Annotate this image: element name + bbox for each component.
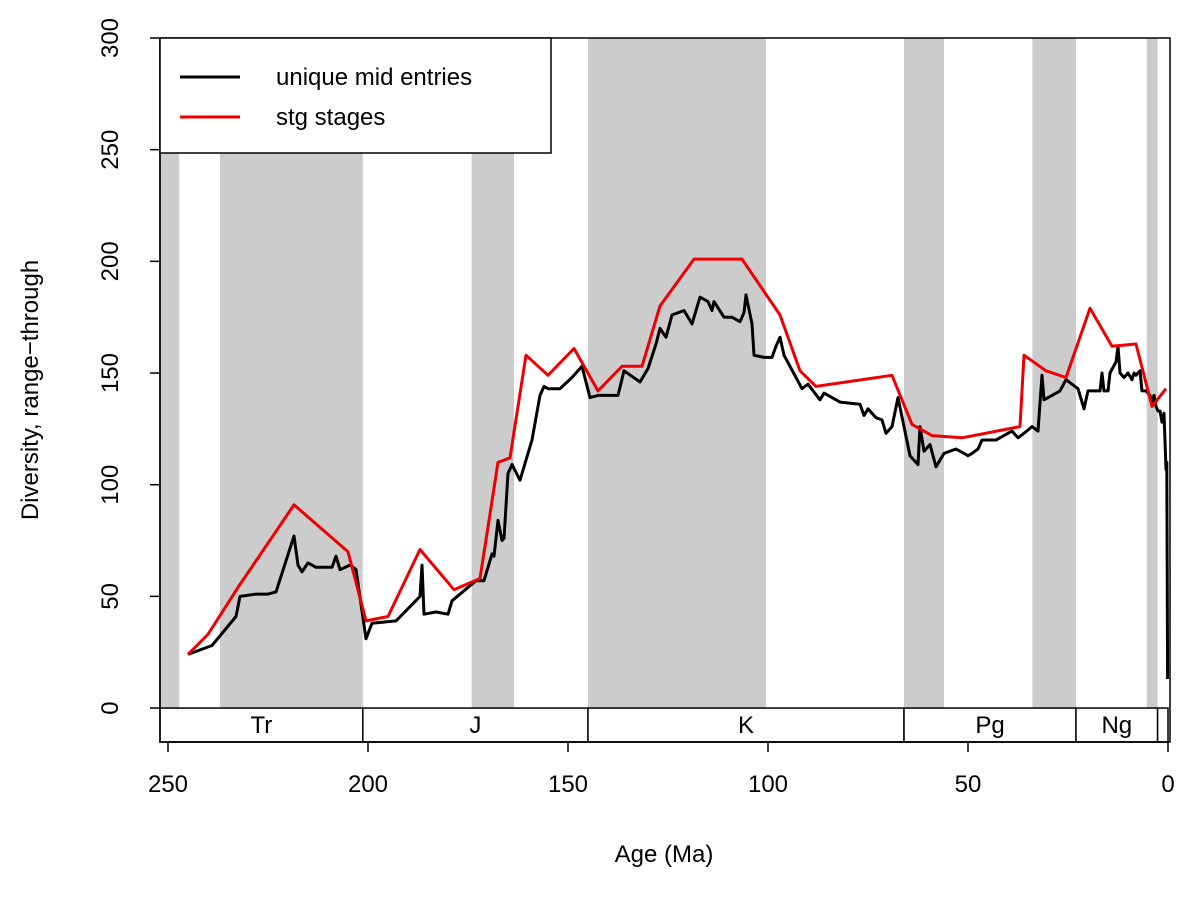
period-label: Pg xyxy=(975,712,1004,739)
period-label: K xyxy=(738,712,754,739)
y-tick-label: 200 xyxy=(97,241,124,281)
shaded-interval xyxy=(160,38,180,742)
x-tick-label: 150 xyxy=(548,771,588,798)
bands xyxy=(160,38,1158,742)
y-tick-label: 100 xyxy=(97,465,124,505)
x-tick-label: 200 xyxy=(348,771,388,798)
shaded-interval xyxy=(588,38,766,742)
shaded-interval xyxy=(471,38,514,742)
x-tick-label: 50 xyxy=(955,771,982,798)
shaded-interval xyxy=(220,38,363,742)
y-tick-label: 150 xyxy=(97,353,124,393)
period-label: J xyxy=(469,712,481,739)
foreground: Tr J K Pg Ng 0 50 100 150 200 250 300 250 200 150 100 50… xyxy=(97,18,1175,798)
period-box xyxy=(1075,707,1159,743)
y-axis-label: Diversity, range−through xyxy=(17,260,44,520)
legend-box xyxy=(159,37,552,154)
x-tick-label: 0 xyxy=(1161,771,1174,798)
x-axis-label: Age (Ma) xyxy=(615,841,714,868)
lines xyxy=(186,257,1170,680)
shaded-interval xyxy=(1146,38,1158,742)
x-tick-label: 250 xyxy=(148,771,188,798)
series-line xyxy=(186,257,1168,656)
series-line xyxy=(187,293,1170,680)
period-box xyxy=(1156,707,1169,743)
shaded-interval xyxy=(1032,38,1076,742)
legend-label: stg stages xyxy=(276,104,385,131)
period-box xyxy=(903,707,1077,743)
period-label: Ng xyxy=(1101,712,1132,739)
period-box xyxy=(362,707,589,743)
y-tick-label: 250 xyxy=(97,130,124,170)
shaded-interval xyxy=(904,38,944,742)
period-label: Tr xyxy=(251,712,273,739)
y-tick-label: 50 xyxy=(97,583,124,610)
y-tick-label: 300 xyxy=(97,18,124,58)
legend-label: unique mid entries xyxy=(276,64,472,91)
y-tick-label: 0 xyxy=(97,701,124,714)
period-box xyxy=(587,707,905,743)
x-tick-label: 100 xyxy=(748,771,788,798)
